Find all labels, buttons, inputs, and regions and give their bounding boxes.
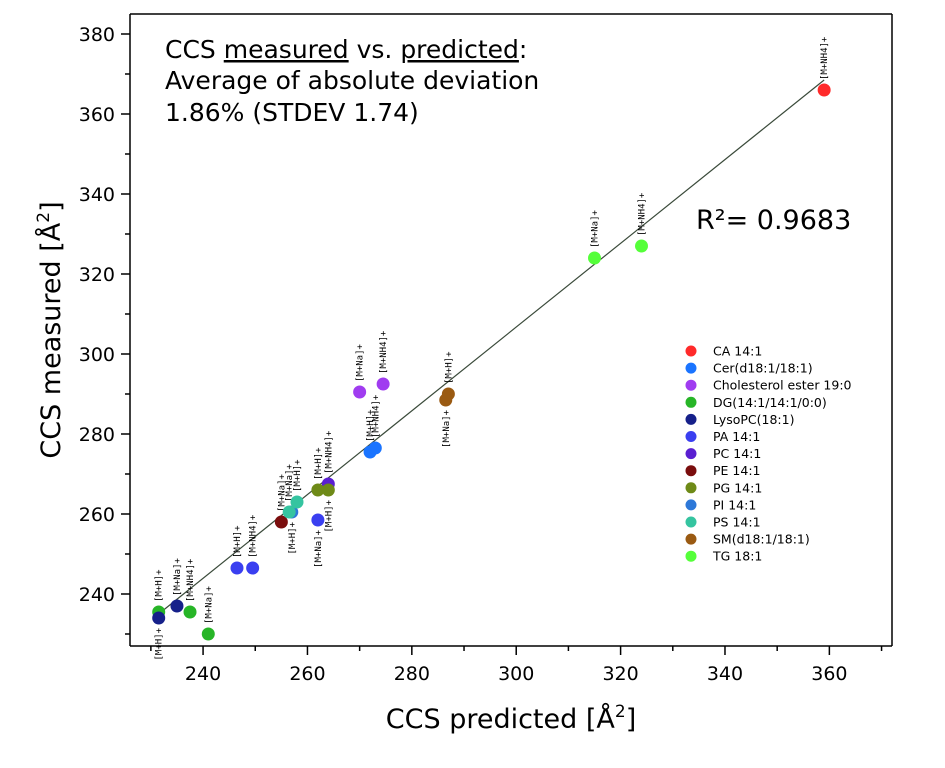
adduct-label: [M+H]+ xyxy=(233,525,243,558)
legend-marker xyxy=(685,465,697,477)
adduct-label: [M+NH4]+ xyxy=(249,514,259,558)
adduct-label: [M+H]+ xyxy=(293,459,303,492)
annotation-line-1: CCS measured vs. predicted: xyxy=(165,35,527,64)
x-tick-label: 240 xyxy=(185,663,221,685)
data-point: CA 14:1 xyxy=(817,83,831,97)
y-tick-label: 260 xyxy=(79,504,115,526)
adduct-label: [M+Na]+ xyxy=(285,463,295,502)
data-point: DG(14:1/14:1/0:0) xyxy=(201,627,215,641)
data-point: PA 14:1 xyxy=(311,513,325,527)
y-tick-label: 280 xyxy=(79,424,115,446)
data-point: PS 14:1 xyxy=(282,505,296,519)
legend-marker xyxy=(685,413,697,425)
adduct-label: [M+Na]+ xyxy=(314,529,324,568)
y-tick-label: 340 xyxy=(79,184,115,206)
y-tick-label: 300 xyxy=(79,344,115,366)
legend-marker xyxy=(685,533,697,545)
adduct-label: [M+Na]+ xyxy=(356,343,366,382)
adduct-label: [M+H]+ xyxy=(366,409,376,442)
legend-marker xyxy=(685,396,697,408)
adduct-label: [M+H]+ xyxy=(155,569,165,602)
data-point: PS 14:1 xyxy=(290,495,304,509)
data-point: PA 14:1 xyxy=(246,561,260,575)
legend-label: TG 18:1 xyxy=(712,549,762,564)
legend-label: SM(d18:1/18:1) xyxy=(713,532,810,547)
adduct-label: [M+Na]+ xyxy=(277,473,287,512)
y-axis-title: CCS measured [Å2] xyxy=(34,201,67,458)
legend-label: PS 14:1 xyxy=(713,515,761,530)
legend-label: PA 14:1 xyxy=(713,429,760,444)
data-point: DG(14:1/14:1/0:0) xyxy=(183,605,197,619)
data-point: PA 14:1 xyxy=(230,561,244,575)
legend-marker xyxy=(685,362,697,374)
y-axis-ticks: 240 260 280 300 320 340 360 380 xyxy=(79,24,130,635)
y-tick-label: 380 xyxy=(79,24,115,46)
data-points: CA 14:1 Cer(d18:1/18:1) Cer(d18:1/18:1) Cho… xyxy=(152,83,831,641)
adduct-label: [M+Na]+ xyxy=(204,585,214,624)
legend-marker xyxy=(685,550,697,562)
adduct-label: [M+NH4]+ xyxy=(186,558,196,602)
x-tick-label: 300 xyxy=(498,663,534,685)
y-tick-label: 240 xyxy=(79,584,115,606)
legend-label: LysoPC(18:1) xyxy=(713,412,794,427)
x-tick-label: 280 xyxy=(394,663,430,685)
adduct-label: [M+NH4]+ xyxy=(379,330,389,374)
x-axis-title: CCS predicted [Å2] xyxy=(386,702,636,735)
legend-marker xyxy=(685,431,697,442)
legend-label: PE 14:1 xyxy=(713,463,760,478)
data-point: LysoPC(18:1) xyxy=(170,599,184,613)
adduct-label: [M+H]+ xyxy=(314,447,324,480)
legend-marker xyxy=(685,516,697,528)
data-point: PG 14:1 xyxy=(311,483,325,497)
adduct-label: [M+H]+ xyxy=(155,627,165,660)
legend-label: Cer(d18:1/18:1) xyxy=(713,361,813,376)
r-squared-label: R²= 0.9683 xyxy=(696,205,851,236)
data-point: Cer(d18:1/18:1) xyxy=(368,441,382,455)
adduct-label: [M+Na]+ xyxy=(591,209,601,248)
legend-marker xyxy=(685,482,697,494)
data-point: Cholesterol ester 19:0 xyxy=(353,385,367,399)
data-point: Cholesterol ester 19:0 xyxy=(376,377,390,391)
legend-label: DG(14:1/14:1/0:0) xyxy=(713,395,827,410)
legend-label: PI 14:1 xyxy=(713,497,756,512)
adduct-label: [M+H]+ xyxy=(324,499,334,532)
data-point: SM(d18:1/18:1) xyxy=(439,393,453,407)
legend-label: Cholesterol ester 19:0 xyxy=(713,378,852,393)
adduct-label: [M+H]+ xyxy=(444,351,454,384)
legend-label: CA 14:1 xyxy=(713,344,762,359)
legend-marker xyxy=(685,499,697,511)
plot-area xyxy=(129,13,893,647)
legend-label: PC 14:1 xyxy=(713,446,761,461)
legend-label: PG 14:1 xyxy=(713,480,762,495)
adduct-label: [M+NH4]+ xyxy=(324,430,334,474)
x-tick-label: 360 xyxy=(811,663,847,685)
x-tick-label: 260 xyxy=(289,663,325,685)
x-axis-ticks: 240 260 280 300 320 340 360 xyxy=(150,646,883,685)
data-point: PE 14:1 xyxy=(274,515,288,529)
legend-marker xyxy=(685,379,697,391)
y-tick-label: 320 xyxy=(79,264,115,286)
adduct-label: [M+NH4]+ xyxy=(371,394,381,438)
data-point: PG 14:1 xyxy=(321,483,335,497)
legend: CA 14:1 Cer(d18:1/18:1) Cholesterol ester … xyxy=(685,344,852,564)
x-tick-label: 320 xyxy=(602,663,638,685)
annotation-line-2: Average of absolute deviation xyxy=(165,66,539,95)
adduct-label: [M+Na]+ xyxy=(173,557,183,596)
annotation-line-3: 1.86% (STDEV 1.74) xyxy=(165,98,419,127)
adduct-labels: [M+NH4]+[M+H]+[M+NH4]+[M+Na]+ [M+NH4]+[M+… xyxy=(155,36,830,660)
data-point: TG 18:1 xyxy=(588,251,602,265)
adduct-label: [M+Na]+ xyxy=(442,409,452,448)
y-tick-label: 360 xyxy=(79,104,115,126)
legend-marker xyxy=(685,448,697,460)
data-point: TG 18:1 xyxy=(634,239,648,253)
adduct-label: [M+H]+ xyxy=(288,521,298,554)
legend-marker xyxy=(685,345,697,357)
data-point: LysoPC(18:1) xyxy=(152,611,166,625)
x-tick-label: 340 xyxy=(707,663,743,685)
trendline xyxy=(155,79,825,617)
adduct-label: [M+NH4]+ xyxy=(637,192,647,236)
adduct-label: [M+NH4]+ xyxy=(820,36,830,80)
